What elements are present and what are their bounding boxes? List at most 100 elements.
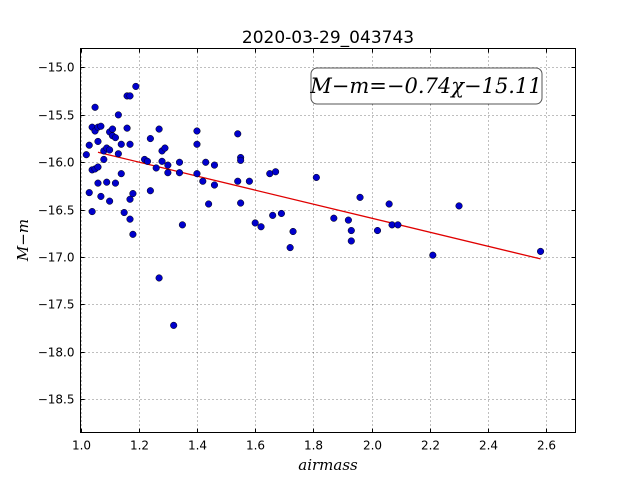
data-point — [164, 169, 172, 177]
data-point — [257, 223, 265, 231]
data-point — [210, 161, 218, 169]
x-tick-labels: 1.0 1.2 1.4 1.6 1.8 2.0 2.2 2.4 2.6 — [72, 439, 556, 453]
data-point — [117, 170, 125, 178]
data-point — [356, 193, 364, 201]
data-point — [94, 137, 102, 145]
data-point — [286, 244, 294, 252]
equation-box — [310, 67, 543, 105]
data-point — [234, 130, 242, 138]
data-point — [103, 178, 111, 186]
data-point — [111, 134, 119, 142]
x-tick-label: 2.4 — [479, 439, 498, 453]
fit-line — [97, 151, 541, 260]
data-point — [120, 208, 128, 217]
data-point — [129, 190, 137, 198]
data-point — [289, 227, 297, 236]
data-point — [193, 170, 201, 178]
data-point — [106, 197, 114, 205]
x-tick-label: 1.8 — [304, 439, 323, 453]
data-point — [312, 173, 320, 181]
data-point — [106, 146, 114, 154]
x-tick-label: 1.0 — [72, 439, 91, 453]
data-point — [126, 92, 134, 100]
data-point — [100, 155, 108, 163]
data-point — [210, 181, 218, 189]
data-point — [277, 209, 285, 218]
data-point — [94, 179, 102, 187]
data-point — [117, 140, 125, 148]
data-point — [385, 200, 393, 208]
data-point — [245, 177, 253, 185]
data-point — [394, 221, 402, 229]
y-tick-label: −16.5 — [38, 204, 75, 218]
data-point — [82, 151, 90, 159]
data-points — [82, 82, 545, 329]
data-point — [155, 274, 163, 282]
data-point — [272, 168, 280, 176]
data-point — [114, 111, 122, 119]
data-point — [193, 127, 201, 135]
data-point — [91, 103, 99, 111]
data-point — [97, 192, 105, 200]
data-point — [161, 144, 169, 152]
data-point — [347, 237, 355, 245]
data-point — [344, 216, 352, 224]
data-point — [178, 221, 186, 229]
data-point — [155, 125, 163, 133]
data-point — [164, 161, 172, 169]
x-tick-label: 2.2 — [421, 439, 440, 453]
data-point — [175, 169, 184, 177]
data-point — [152, 164, 160, 172]
data-point — [97, 122, 105, 130]
data-point — [143, 157, 152, 165]
data-point — [234, 177, 242, 185]
data-point — [373, 226, 382, 235]
data-point — [193, 140, 201, 148]
data-point — [94, 163, 102, 171]
data-point — [146, 135, 154, 143]
data-point — [537, 247, 545, 255]
data-point — [237, 156, 245, 164]
y-tick-label: −17.0 — [38, 251, 75, 265]
data-point — [85, 189, 93, 197]
equation-text: M−m=−0.74χ−15.11 — [309, 74, 541, 98]
data-point — [126, 140, 134, 148]
y-tick-label: −16.0 — [38, 156, 75, 170]
data-point — [88, 208, 96, 216]
y-tick-label: −18.0 — [38, 346, 75, 360]
y-axis-label: M−m — [14, 219, 32, 262]
y-tick-labels: −15.0 −15.5 −16.0 −16.5 −17.0 −17.5 −18.0 −18.5 — [38, 61, 75, 407]
x-axis-label: airmass — [298, 456, 358, 474]
y-tick-label: −15.5 — [38, 109, 75, 123]
y-tick-label: −17.5 — [38, 298, 75, 312]
grid-lines — [80, 48, 576, 433]
x-tick-label: 1.4 — [188, 439, 207, 453]
axis-ticks — [80, 48, 576, 433]
data-point — [199, 177, 207, 185]
data-point — [269, 211, 277, 219]
data-point — [175, 158, 184, 166]
data-point — [85, 141, 93, 149]
x-tick-label: 1.2 — [130, 439, 149, 453]
plot-frame — [80, 48, 576, 433]
x-tick-label: 2.0 — [363, 439, 382, 453]
data-point — [123, 124, 131, 132]
data-point — [129, 230, 137, 238]
data-point — [132, 82, 140, 90]
data-point — [170, 321, 178, 329]
y-tick-label: −15.0 — [38, 61, 75, 75]
data-point — [202, 158, 210, 166]
data-point — [111, 179, 119, 187]
data-point — [126, 195, 134, 203]
data-point — [429, 251, 437, 259]
data-point — [158, 157, 166, 165]
chart-title: 2020-03-29_043743 — [242, 28, 414, 48]
data-point — [126, 215, 134, 223]
data-point — [347, 226, 355, 235]
data-point — [251, 219, 259, 227]
data-point — [330, 214, 338, 222]
x-tick-label: 2.6 — [537, 439, 556, 453]
data-point — [114, 150, 122, 158]
data-point — [455, 202, 463, 210]
